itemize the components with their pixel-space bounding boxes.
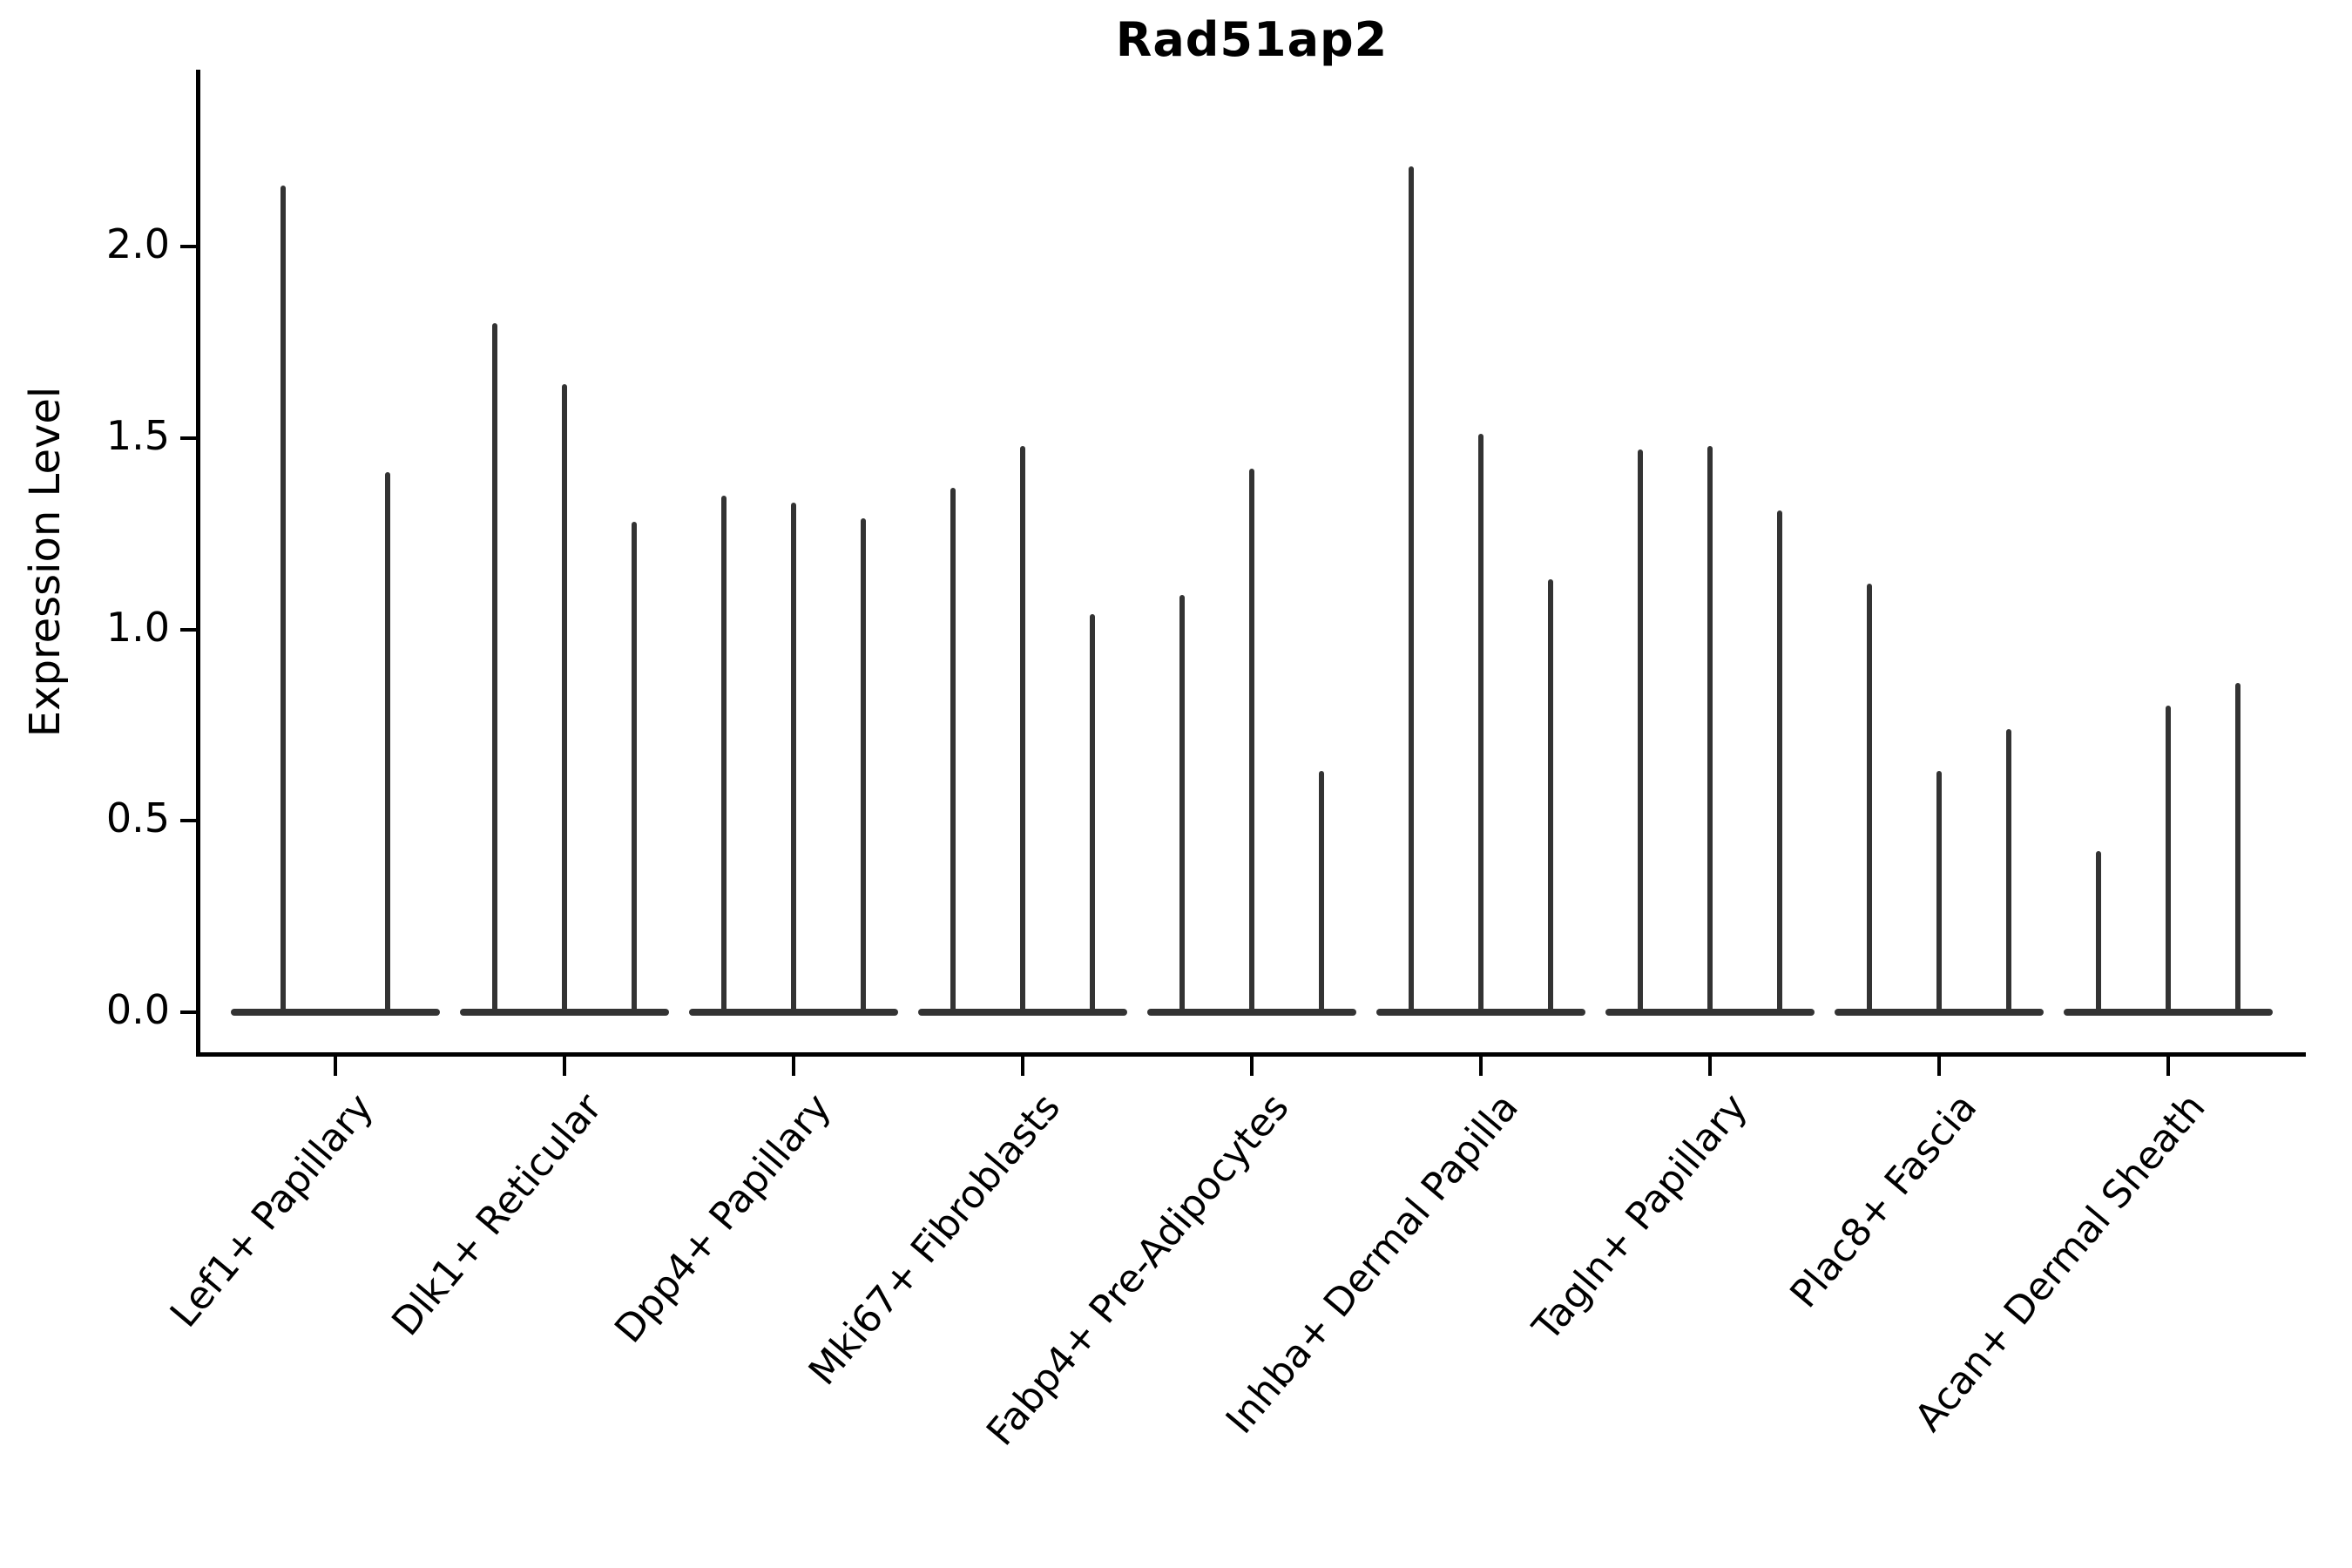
violin-spike: [1777, 510, 1782, 1012]
y-tick: [180, 819, 198, 823]
violin-spike: [1020, 445, 1025, 1012]
violin-spike: [1548, 579, 1553, 1012]
violin-spike: [1867, 583, 1872, 1012]
y-tick: [180, 436, 198, 440]
x-tick-label: Dpp4+ Papillary: [606, 1085, 841, 1352]
y-tick: [180, 627, 198, 632]
chart-title: Rad51ap2: [1115, 12, 1389, 67]
y-tick: [180, 245, 198, 248]
x-tick: [2166, 1057, 2170, 1076]
x-tick: [792, 1057, 795, 1076]
violin-spike: [1319, 771, 1324, 1012]
violin-spike: [632, 522, 637, 1012]
y-tick-label: 2.0: [105, 220, 170, 267]
x-tick: [1708, 1057, 1712, 1076]
x-tick: [1937, 1057, 1941, 1076]
violin-baseline: [1147, 1009, 1356, 1016]
violin-spike: [791, 503, 796, 1012]
x-tick-label: Mki67+ Fibroblasts: [800, 1085, 1070, 1394]
violin-spike: [861, 518, 866, 1012]
violin-spike: [1090, 613, 1095, 1012]
violin-spike: [1409, 166, 1414, 1012]
violin-spike: [1478, 434, 1484, 1012]
violin-baseline: [231, 1009, 440, 1016]
violin-baseline: [1605, 1009, 1815, 1016]
violin-spike: [2166, 706, 2171, 1012]
violin-spike: [2006, 728, 2011, 1012]
x-tick: [1250, 1057, 1254, 1076]
y-tick-label: 0.0: [105, 986, 170, 1033]
violin-spike: [385, 472, 390, 1012]
violin-baseline: [460, 1009, 669, 1016]
x-tick-label: Lef1+ Papillary: [161, 1085, 382, 1336]
violin-spike: [1179, 594, 1185, 1012]
x-axis-spine: [196, 1052, 2306, 1057]
x-tick: [334, 1057, 337, 1076]
y-tick-label: 1.5: [105, 411, 170, 459]
x-tick-label: Dlk1+ Reticular: [383, 1085, 612, 1345]
y-tick-label: 0.5: [105, 794, 170, 842]
violin-spike: [2096, 851, 2101, 1012]
violin-baseline: [2064, 1009, 2273, 1016]
violin-spike: [950, 487, 956, 1012]
y-tick: [180, 1010, 198, 1014]
violin-baseline: [1835, 1009, 2044, 1016]
violin-spike: [2235, 683, 2240, 1012]
violin-spike: [492, 322, 497, 1012]
x-tick: [1021, 1057, 1024, 1076]
violin-spike: [280, 185, 286, 1012]
violin-spike: [1249, 468, 1254, 1012]
violin-spike: [1707, 445, 1713, 1012]
y-axis-spine: [196, 70, 200, 1056]
x-tick-label: Plac8+ Fascia: [1781, 1085, 1986, 1317]
violin-baseline: [918, 1009, 1127, 1016]
y-tick-label: 1.0: [105, 603, 170, 651]
x-tick-label: Tagln+ Papillary: [1524, 1085, 1757, 1349]
violin-baseline: [689, 1009, 898, 1016]
x-tick: [563, 1057, 566, 1076]
violin-baseline: [1376, 1009, 1585, 1016]
violin-spike: [1638, 449, 1643, 1012]
violin-spike: [562, 384, 567, 1012]
violin-spike: [721, 495, 727, 1012]
x-tick: [1479, 1057, 1483, 1076]
violin-spike: [1936, 771, 1942, 1012]
